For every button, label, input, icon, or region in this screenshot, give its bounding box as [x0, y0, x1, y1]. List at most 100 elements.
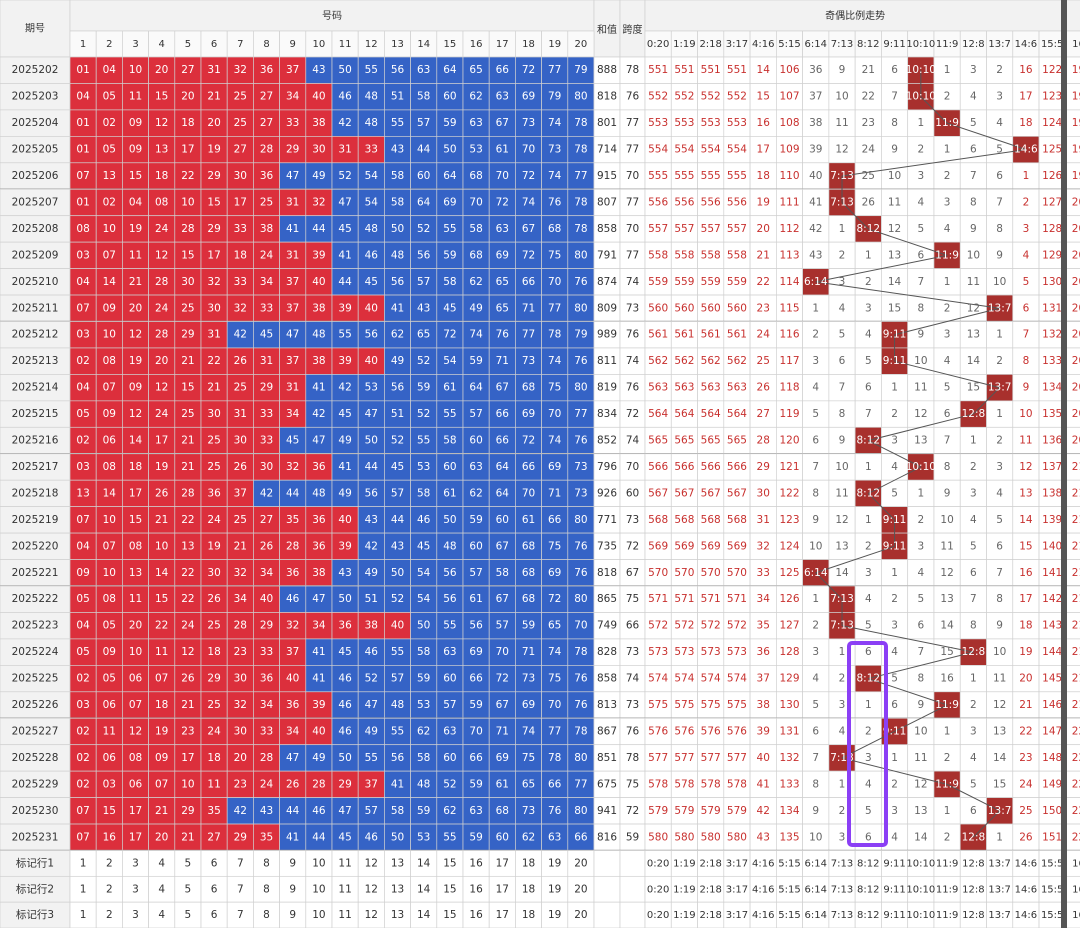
- ball-low: 28: [286, 540, 299, 552]
- cell: [253, 136, 280, 164]
- ball-high: 55: [443, 831, 456, 843]
- trend-miss: 580: [727, 831, 747, 843]
- trend-miss: 7: [865, 408, 872, 420]
- trend-miss: 18: [1019, 620, 1032, 632]
- ball-low: 22: [155, 620, 168, 632]
- ball-high: 49: [312, 752, 325, 764]
- ball-low: 38: [365, 620, 378, 632]
- trend-miss: 22: [1072, 805, 1080, 817]
- trend-miss: 2: [996, 435, 1003, 447]
- trend-miss: 553: [727, 117, 747, 129]
- ball-high: 42: [234, 329, 247, 341]
- issue: 2025222: [12, 593, 59, 605]
- cell: [384, 162, 411, 190]
- trend-miss: 569: [674, 540, 694, 552]
- trend-miss: 2: [891, 408, 898, 420]
- ball-high: 56: [365, 487, 379, 499]
- trend-miss: 2: [944, 752, 951, 764]
- ball-low: 29: [207, 170, 220, 182]
- trend-label: 12:8: [962, 39, 984, 50]
- trend-miss: 570: [701, 567, 721, 579]
- ball-low: 07: [103, 249, 116, 261]
- ball-high: 49: [338, 435, 351, 447]
- cell: [384, 241, 411, 269]
- trend-miss: 5: [812, 408, 819, 420]
- ball-low: 32: [207, 276, 220, 288]
- trend-miss: 29: [757, 461, 770, 473]
- ball-low: 30: [234, 725, 247, 737]
- marker-number: 15: [443, 883, 456, 895]
- col-number: 5: [185, 39, 191, 50]
- ball-high: 63: [469, 805, 482, 817]
- trend-miss: 129: [779, 673, 799, 685]
- cell: [174, 56, 202, 84]
- ball-high: 80: [574, 302, 587, 314]
- marker-number: 16: [469, 883, 483, 895]
- marker-trend: 16: [1072, 910, 1080, 921]
- trend-miss: 580: [674, 831, 694, 843]
- cell: [174, 426, 202, 455]
- cell: [619, 215, 646, 243]
- trend-miss: 22: [862, 91, 875, 103]
- span: 67: [626, 567, 639, 579]
- ball-high: 50: [391, 567, 404, 579]
- trend-miss: 10: [809, 540, 822, 552]
- cell: [384, 136, 411, 164]
- ball-high: 80: [574, 514, 587, 526]
- ball-high: 76: [548, 805, 562, 817]
- ball-high: 45: [417, 540, 430, 552]
- trend-miss: 10: [888, 170, 901, 182]
- cell: [253, 374, 280, 402]
- ball-low: 33: [260, 408, 273, 420]
- cell: [0, 400, 71, 428]
- ball-high: 78: [574, 196, 587, 208]
- ball-high: 55: [338, 329, 351, 341]
- sum: 818: [597, 567, 617, 579]
- ball-high: 42: [365, 540, 378, 552]
- trend-miss: 13: [967, 329, 980, 341]
- cell: [567, 188, 595, 217]
- trend-miss: 14: [967, 355, 981, 367]
- col-number: 3: [132, 39, 138, 50]
- trend-hit: 8:12: [856, 487, 880, 499]
- ball-low: 37: [286, 646, 299, 658]
- issue: 2025228: [12, 752, 59, 764]
- ball-high: 78: [574, 725, 587, 737]
- cell: [541, 294, 569, 322]
- ball-low: 12: [155, 117, 168, 129]
- ball-high: 44: [391, 514, 405, 526]
- ball-low: 25: [234, 514, 247, 526]
- trend-miss: 20: [1072, 196, 1080, 208]
- cell: [200, 347, 228, 375]
- marker-number: 8: [263, 909, 270, 921]
- ball-high: 59: [469, 831, 482, 843]
- marker-trend: 15:5: [1041, 858, 1063, 869]
- cell: [279, 30, 307, 58]
- cell: [723, 56, 751, 84]
- marker-trend: 14:6: [1015, 884, 1037, 895]
- cell: [959, 162, 987, 190]
- ball-high: 63: [469, 117, 482, 129]
- cell: [907, 268, 935, 296]
- marker-trend: 9:11: [883, 858, 905, 869]
- cell: [749, 400, 777, 428]
- cell: [488, 268, 516, 296]
- cell: [959, 347, 987, 375]
- cell: [1012, 56, 1040, 84]
- ball-high: 43: [417, 302, 430, 314]
- ball-low: 33: [260, 302, 273, 314]
- cell: [200, 374, 228, 402]
- ball-high: 62: [391, 329, 404, 341]
- ball-low: 27: [234, 144, 247, 156]
- cell: [619, 374, 646, 402]
- ball-high: 73: [522, 355, 535, 367]
- cell: [723, 136, 751, 164]
- cell: [488, 215, 516, 243]
- col-number: 9: [290, 39, 296, 50]
- col-number: 7: [237, 39, 243, 50]
- trend-miss: 561: [727, 329, 747, 341]
- cell: [515, 109, 542, 137]
- ball-low: 17: [129, 487, 142, 499]
- marker-number: 7: [237, 857, 244, 869]
- trend-miss: 112: [779, 223, 799, 235]
